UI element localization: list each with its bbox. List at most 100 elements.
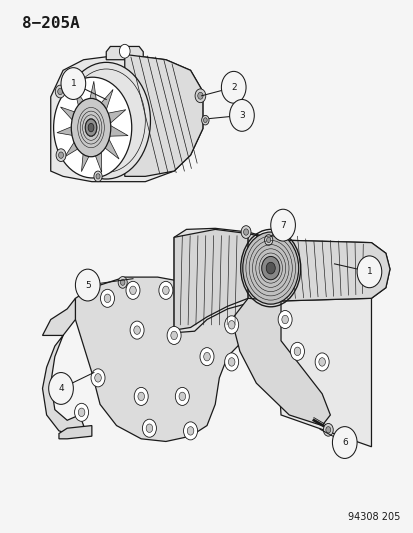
Circle shape — [261, 256, 279, 280]
Circle shape — [264, 235, 272, 245]
Circle shape — [266, 262, 275, 274]
Circle shape — [49, 373, 73, 405]
Polygon shape — [276, 298, 370, 447]
Circle shape — [130, 321, 144, 339]
Polygon shape — [124, 54, 202, 176]
Circle shape — [266, 237, 270, 243]
Circle shape — [134, 387, 148, 406]
Circle shape — [318, 358, 325, 366]
Circle shape — [133, 326, 140, 334]
Circle shape — [203, 352, 210, 361]
Circle shape — [78, 408, 85, 417]
Circle shape — [95, 374, 101, 382]
Text: 8−205A: 8−205A — [22, 16, 80, 31]
Text: 3: 3 — [238, 111, 244, 120]
Polygon shape — [92, 143, 102, 173]
Circle shape — [100, 289, 114, 308]
Circle shape — [314, 353, 328, 371]
Circle shape — [75, 269, 100, 301]
Circle shape — [91, 369, 105, 387]
Polygon shape — [60, 107, 82, 126]
Ellipse shape — [85, 119, 97, 136]
Circle shape — [96, 174, 100, 179]
Polygon shape — [74, 88, 89, 116]
Circle shape — [195, 89, 205, 103]
Circle shape — [118, 277, 127, 288]
Polygon shape — [64, 135, 85, 157]
Ellipse shape — [88, 123, 94, 132]
Circle shape — [199, 348, 214, 366]
Polygon shape — [231, 293, 330, 425]
Circle shape — [270, 209, 295, 241]
Circle shape — [119, 44, 130, 58]
Circle shape — [171, 331, 177, 340]
Polygon shape — [103, 110, 126, 126]
Circle shape — [129, 286, 136, 295]
Circle shape — [120, 279, 125, 285]
Circle shape — [281, 316, 288, 324]
Circle shape — [224, 316, 238, 334]
Circle shape — [332, 426, 356, 458]
Polygon shape — [43, 298, 83, 436]
Polygon shape — [57, 124, 79, 136]
Circle shape — [55, 85, 65, 98]
Circle shape — [162, 286, 169, 295]
Circle shape — [290, 342, 304, 360]
Circle shape — [126, 281, 140, 300]
Circle shape — [146, 424, 152, 432]
Polygon shape — [100, 134, 119, 159]
Circle shape — [178, 392, 185, 401]
Circle shape — [228, 320, 235, 329]
Text: 1: 1 — [70, 79, 76, 88]
Polygon shape — [51, 54, 202, 182]
Circle shape — [138, 392, 144, 401]
Text: 2: 2 — [230, 83, 236, 92]
Circle shape — [229, 100, 254, 131]
Polygon shape — [106, 124, 128, 136]
Circle shape — [356, 256, 381, 288]
Polygon shape — [96, 90, 113, 116]
Circle shape — [228, 358, 235, 366]
Text: 1: 1 — [366, 268, 371, 276]
Circle shape — [201, 115, 209, 125]
Circle shape — [187, 426, 193, 435]
Circle shape — [294, 347, 300, 356]
Text: 7: 7 — [280, 221, 285, 230]
Circle shape — [221, 71, 245, 103]
Circle shape — [54, 77, 131, 178]
Circle shape — [159, 281, 173, 300]
Circle shape — [57, 88, 62, 95]
Text: 94308 205: 94308 205 — [347, 512, 399, 522]
Circle shape — [56, 149, 66, 161]
Ellipse shape — [71, 99, 111, 157]
Polygon shape — [174, 228, 389, 333]
Circle shape — [58, 152, 63, 158]
Text: 5: 5 — [85, 280, 90, 289]
Circle shape — [74, 403, 88, 421]
Ellipse shape — [62, 62, 150, 179]
Circle shape — [175, 387, 189, 406]
Circle shape — [242, 232, 298, 304]
Text: 6: 6 — [341, 438, 347, 447]
Polygon shape — [106, 46, 143, 60]
Circle shape — [243, 229, 248, 235]
Polygon shape — [59, 425, 92, 439]
Polygon shape — [81, 143, 93, 172]
Circle shape — [278, 311, 292, 328]
Circle shape — [197, 92, 203, 99]
Circle shape — [183, 422, 197, 440]
Polygon shape — [75, 277, 247, 441]
Circle shape — [167, 326, 180, 344]
Circle shape — [104, 294, 111, 303]
Polygon shape — [174, 229, 247, 330]
Circle shape — [224, 353, 238, 371]
Circle shape — [61, 68, 85, 100]
Circle shape — [240, 225, 250, 238]
Circle shape — [325, 426, 330, 433]
Polygon shape — [247, 233, 389, 301]
Circle shape — [94, 171, 102, 182]
Circle shape — [323, 423, 332, 436]
Polygon shape — [87, 81, 97, 110]
Circle shape — [142, 419, 156, 437]
Circle shape — [203, 118, 206, 123]
